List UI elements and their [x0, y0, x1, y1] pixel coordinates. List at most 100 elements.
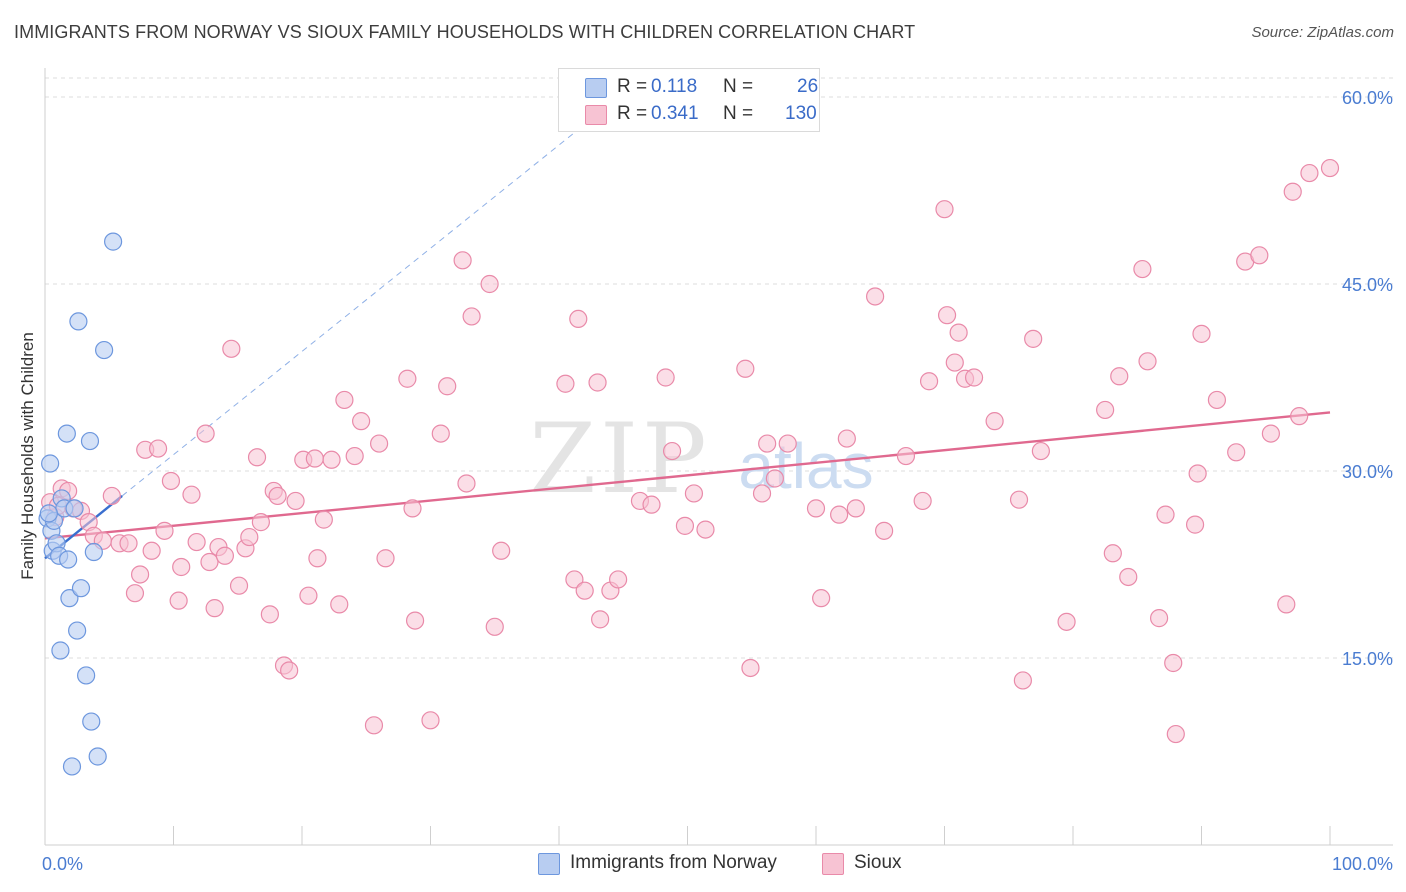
sioux-point [438, 377, 457, 396]
sioux-point [1283, 182, 1302, 201]
norway-point [57, 424, 76, 443]
sioux-point [964, 368, 984, 387]
sioux-point [565, 570, 584, 589]
sioux-point [1207, 390, 1227, 410]
sioux-swatch [585, 105, 607, 125]
norway-point [59, 550, 78, 569]
sioux-point [662, 441, 682, 461]
sioux-point [569, 309, 588, 329]
sioux-point [778, 434, 797, 453]
norway-point [77, 666, 96, 685]
axes [44, 68, 1393, 846]
sioux-point [1188, 464, 1207, 483]
sioux-point [837, 429, 856, 448]
watermark-zip: ZIP [529, 403, 710, 515]
sioux-point [1250, 246, 1269, 265]
sioux-point [314, 510, 333, 529]
legend-label-sioux: Sioux [854, 852, 902, 873]
sioux-point [1277, 595, 1296, 614]
sioux-point [222, 339, 241, 358]
norway-point [84, 542, 103, 562]
sioux-point [405, 611, 425, 630]
sioux-point [736, 359, 755, 378]
sioux-point [937, 306, 957, 325]
sioux-point [148, 439, 168, 458]
sioux-point [866, 287, 885, 306]
sioux-point [684, 484, 704, 503]
sioux-point [1031, 441, 1050, 461]
correlation-legend: R = 0.118 N = 26 R = 0.341 N = 130 [558, 68, 820, 132]
sioux-point [935, 200, 954, 219]
norway-point [71, 579, 91, 598]
norway-point [60, 589, 79, 608]
sioux-point [1103, 544, 1122, 563]
sioux-point [196, 424, 215, 443]
grid-lines [45, 77, 1393, 659]
sioux-point [875, 521, 894, 540]
sioux-legend-swatch [822, 853, 844, 875]
sioux-point [1057, 612, 1076, 631]
norway-point [104, 232, 123, 251]
norway-point [68, 621, 87, 640]
sioux-point [588, 373, 607, 392]
sioux-point [830, 505, 849, 524]
norway-point [82, 712, 101, 731]
sioux-point [1024, 329, 1043, 348]
n-label: N = [723, 103, 754, 124]
x-tick-label-min: 0.0% [42, 854, 83, 874]
sioux-point [251, 513, 270, 532]
n-label: N = [723, 76, 754, 97]
sioux-point [949, 323, 968, 342]
sioux-point [556, 374, 575, 393]
r-label: R = [617, 103, 648, 124]
sioux-point [370, 434, 389, 453]
sioux-point [1261, 424, 1280, 443]
sioux-point [1320, 158, 1340, 178]
sioux-point [215, 546, 234, 565]
sioux-point [268, 486, 287, 506]
sioux-point [345, 446, 364, 466]
sioux-point [1192, 324, 1211, 343]
sioux-point [913, 491, 932, 511]
sioux-point [398, 369, 417, 388]
source-label: Source: ZipAtlas.com [1251, 24, 1394, 41]
sioux-point [812, 589, 831, 608]
sioux-point [758, 434, 777, 453]
sioux-point [280, 661, 299, 680]
sioux-point [1300, 163, 1319, 183]
sioux-point [240, 527, 259, 547]
sioux-point [1009, 490, 1029, 509]
sioux-point [485, 617, 504, 636]
sioux-point [806, 499, 826, 518]
sioux-point [765, 469, 784, 488]
sioux-point [846, 499, 865, 518]
sioux-point [182, 485, 201, 504]
y-tick-label: 30.0% [1342, 462, 1393, 482]
x-tick-label-max: 100.0% [1332, 854, 1393, 874]
sioux-point [985, 412, 1004, 431]
axis-tick-labels: 15.0% 30.0% 45.0% 60.0% 0.0% 100.0% [42, 88, 1393, 874]
sioux-point [675, 516, 695, 535]
r-value-norway: 0.118 [651, 76, 698, 97]
sioux-point [752, 484, 772, 503]
sioux-point [462, 307, 481, 326]
sioux-point [696, 520, 715, 539]
sioux-point [299, 586, 318, 605]
y-axis-label: Family Households with Children [18, 332, 37, 580]
sioux-point [1133, 259, 1152, 279]
chart-title: IMMIGRANTS FROM NORWAY VS SIOUX FAMILY H… [14, 22, 916, 42]
sioux-point [945, 353, 964, 372]
sioux-point [130, 565, 150, 584]
sioux-point [229, 576, 249, 595]
norway-point [51, 641, 70, 660]
sioux-point [172, 557, 191, 577]
legend-label-norway: Immigrants from Norway [570, 852, 777, 873]
sioux-point [247, 448, 267, 467]
sioux-point [119, 534, 138, 553]
norway-point [41, 454, 60, 473]
sioux-point [575, 581, 594, 600]
sioux-point [1138, 352, 1157, 371]
sioux-point [656, 368, 675, 387]
sioux-point [480, 274, 499, 294]
